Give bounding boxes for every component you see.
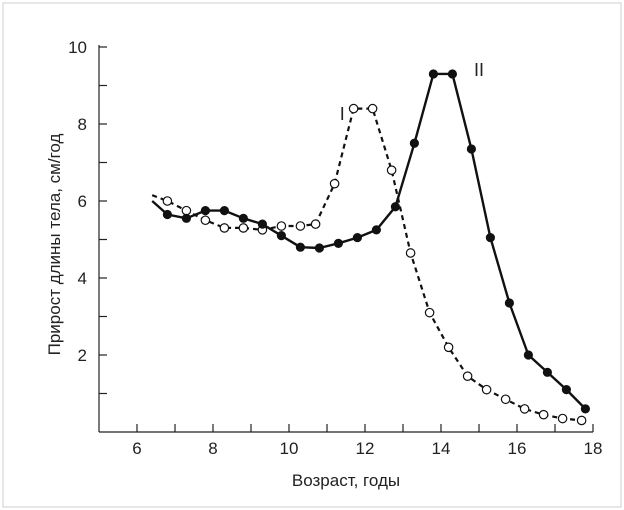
data-point-open [500,394,511,405]
data-point-filled [314,243,324,253]
axis-ticks: 2 4 6 8 10 6 8 10 12 14 16 18 [68,38,602,458]
data-point-open [200,215,211,226]
data-point-open [219,223,230,233]
data-point-open [310,219,321,229]
x-axis-title: Возраст, годы [292,471,400,490]
data-point-open [424,307,435,318]
x-tick-label: 8 [208,439,217,458]
x-tick-label: 14 [432,439,451,458]
data-point-open [348,103,359,114]
data-point-open [367,103,378,114]
data-point-filled [333,238,343,248]
y-tick-label: 10 [68,38,87,57]
data-point-filled [542,367,553,377]
data-point-open [386,165,397,175]
data-point-filled [561,385,572,395]
data-point-filled [371,225,381,235]
data-point-filled [200,206,210,216]
data-point-filled [504,298,514,308]
data-point-open [538,409,549,420]
y-tick-label: 4 [78,269,87,288]
data-point-open [519,404,530,414]
series-layer [151,69,591,426]
data-point-filled [409,138,419,148]
series-line [151,72,587,410]
series-line [151,107,582,422]
annotation-layer: III [340,60,484,124]
data-point-open [329,178,340,189]
data-point-open [181,205,192,216]
data-point-filled [238,213,248,223]
y-axis-title: Прирост длины тела, см/год [45,134,64,356]
data-point-filled [162,209,172,220]
x-tick-label: 12 [356,439,375,458]
y-tick-label: 6 [78,192,87,211]
x-tick-label: 16 [508,439,527,458]
data-point-filled [181,213,191,223]
data-point-filled [352,232,362,243]
data-point-open [295,221,306,231]
series-1 [151,103,587,426]
data-point-filled [580,404,591,414]
data-point-open [405,248,416,258]
x-tick-label: 6 [132,439,141,458]
data-point-open [462,371,473,381]
data-point-filled [219,206,229,216]
data-point-open [276,221,287,231]
data-point-open [443,342,454,353]
data-point-filled [276,231,286,241]
y-tick-label: 8 [78,115,87,134]
data-point-open [576,415,587,426]
data-point-filled [523,350,534,360]
data-point-open [238,223,249,233]
data-point-filled [257,219,267,229]
y-tick-label: 2 [78,346,87,365]
data-point-filled [428,69,438,79]
data-point-filled [390,202,400,212]
data-point-filled [466,144,476,154]
series-2 [151,69,591,414]
series-annotation: II [474,60,484,80]
data-point-open [481,384,492,395]
data-point-open [557,413,568,424]
x-tick-label: 10 [280,439,299,458]
data-point-filled [485,232,495,243]
data-point-filled [447,69,457,79]
x-tick-label: 18 [584,439,603,458]
series-annotation: I [340,104,345,124]
data-point-filled [295,242,305,252]
data-point-open [162,196,173,206]
